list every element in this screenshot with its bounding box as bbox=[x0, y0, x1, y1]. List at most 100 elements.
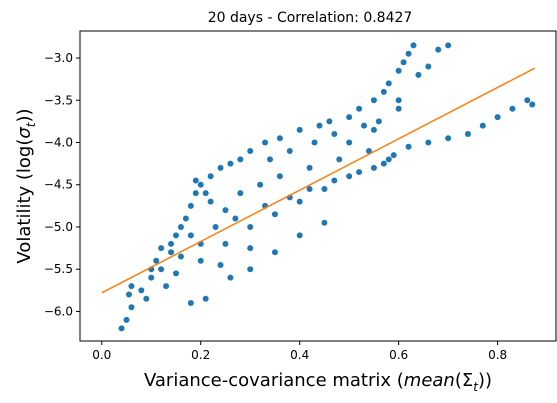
data-point bbox=[479, 122, 486, 129]
data-point bbox=[390, 152, 397, 159]
data-point bbox=[237, 156, 244, 163]
data-point bbox=[187, 232, 194, 239]
data-point bbox=[326, 118, 333, 125]
y-tick-label: −5.5 bbox=[44, 262, 73, 276]
data-point bbox=[380, 160, 387, 167]
data-point bbox=[123, 316, 130, 323]
data-point bbox=[331, 177, 338, 184]
data-point bbox=[321, 185, 328, 192]
data-point bbox=[464, 131, 471, 138]
data-point bbox=[405, 143, 412, 150]
data-point bbox=[306, 185, 313, 192]
data-point bbox=[395, 97, 402, 104]
data-point bbox=[296, 126, 303, 133]
data-point bbox=[321, 219, 328, 226]
y-tick-label: −4.5 bbox=[44, 178, 73, 192]
data-point bbox=[395, 105, 402, 112]
data-point bbox=[370, 164, 377, 171]
data-point bbox=[128, 283, 135, 290]
y-tick-label: −4.0 bbox=[44, 135, 73, 149]
fit-line bbox=[101, 67, 536, 294]
fit-line-layer bbox=[101, 67, 536, 294]
data-point bbox=[125, 291, 132, 298]
data-point bbox=[271, 249, 278, 256]
y-tick-label: −5.0 bbox=[44, 220, 73, 234]
data-point bbox=[217, 261, 224, 268]
data-point bbox=[207, 173, 214, 180]
data-point bbox=[222, 240, 229, 247]
data-point bbox=[207, 198, 214, 205]
data-point bbox=[202, 190, 209, 197]
data-point bbox=[375, 118, 382, 125]
data-point bbox=[385, 80, 392, 87]
data-point bbox=[529, 101, 536, 108]
data-point bbox=[346, 114, 353, 121]
data-point bbox=[247, 245, 254, 252]
data-point bbox=[296, 232, 303, 239]
x-axis-title-math: mean bbox=[404, 370, 455, 391]
x-axis-title-end: )) bbox=[478, 370, 492, 391]
data-point bbox=[346, 139, 353, 146]
y-axis-title-sub: t bbox=[24, 121, 38, 127]
data-point bbox=[380, 88, 387, 95]
data-point bbox=[187, 202, 194, 209]
data-point bbox=[276, 173, 283, 180]
data-point bbox=[395, 67, 402, 74]
data-point bbox=[445, 42, 452, 49]
data-point bbox=[346, 173, 353, 180]
data-point bbox=[197, 181, 204, 188]
data-point bbox=[336, 156, 343, 163]
x-axis-title-tail: (Σ bbox=[455, 370, 473, 391]
data-point bbox=[400, 59, 407, 66]
data-point bbox=[172, 232, 179, 239]
data-point bbox=[410, 42, 417, 49]
data-point bbox=[370, 97, 377, 104]
data-point bbox=[212, 223, 219, 230]
data-point bbox=[267, 156, 274, 163]
y-tick-label: −6.0 bbox=[44, 304, 73, 318]
x-axis-title-sub: t bbox=[473, 380, 479, 394]
data-point bbox=[232, 215, 239, 222]
data-point bbox=[415, 71, 422, 78]
data-point bbox=[405, 50, 412, 57]
data-point bbox=[128, 304, 135, 311]
data-point bbox=[356, 169, 363, 176]
data-point bbox=[435, 46, 442, 53]
data-point bbox=[306, 164, 313, 171]
data-point bbox=[425, 63, 432, 70]
data-point bbox=[247, 223, 254, 230]
x-tick-label: 0.4 bbox=[290, 348, 309, 362]
data-point bbox=[187, 299, 194, 306]
data-point bbox=[168, 240, 175, 247]
data-point bbox=[118, 325, 125, 332]
data-point bbox=[445, 135, 452, 142]
data-point bbox=[148, 274, 155, 281]
data-points bbox=[118, 42, 536, 332]
plot-area bbox=[101, 42, 536, 332]
data-point bbox=[143, 295, 150, 302]
data-point bbox=[286, 147, 293, 154]
data-point bbox=[276, 135, 283, 142]
data-point bbox=[192, 177, 199, 184]
x-tick-label: 0.0 bbox=[92, 348, 111, 362]
data-point bbox=[237, 190, 244, 197]
chart-title: 20 days - Correlation: 0.8427 bbox=[208, 10, 413, 26]
data-point bbox=[168, 249, 175, 256]
x-tick-label: 0.8 bbox=[488, 348, 507, 362]
data-point bbox=[257, 181, 264, 188]
data-point bbox=[177, 223, 184, 230]
data-point bbox=[222, 207, 229, 214]
data-point bbox=[262, 139, 269, 146]
data-point bbox=[182, 215, 189, 222]
data-point bbox=[172, 270, 179, 277]
x-axis-ticks: 0.0 0.2 0.4 0.6 0.8 bbox=[92, 341, 507, 362]
data-point bbox=[509, 105, 516, 112]
data-point bbox=[192, 190, 199, 197]
data-point bbox=[177, 253, 184, 260]
x-tick-label: 0.2 bbox=[191, 348, 210, 362]
data-point bbox=[311, 139, 318, 146]
data-point bbox=[247, 147, 254, 154]
data-point bbox=[247, 266, 254, 273]
x-axis-title: Variance-covariance matrix (mean(Σt)) bbox=[144, 370, 492, 394]
